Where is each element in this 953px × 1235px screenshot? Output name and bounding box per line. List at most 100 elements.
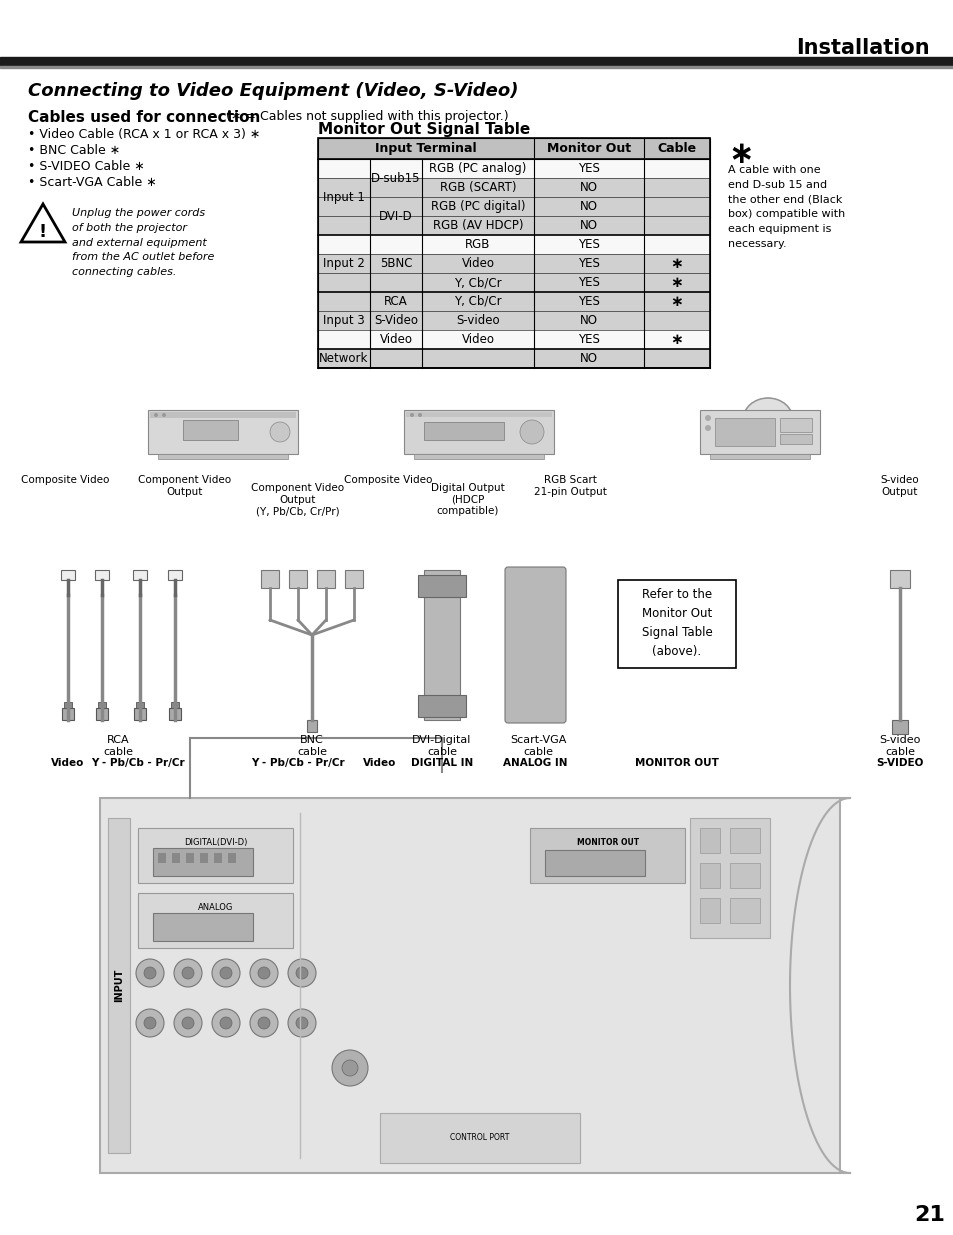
Circle shape: [144, 1016, 156, 1029]
Text: Composite Video: Composite Video: [21, 475, 109, 485]
Bar: [417, 576, 465, 597]
Text: DVI-Digital
cable: DVI-Digital cable: [412, 735, 471, 757]
Bar: [345, 571, 363, 588]
Bar: [317, 350, 709, 368]
Text: Video: Video: [379, 333, 412, 346]
Bar: [152, 913, 253, 941]
Text: Y, Cb/Cr: Y, Cb/Cr: [454, 295, 501, 308]
Bar: [403, 410, 554, 454]
Text: DVI-D: DVI-D: [378, 210, 413, 222]
Bar: [158, 853, 166, 863]
Text: RGB (SCART): RGB (SCART): [439, 182, 516, 194]
Text: S-video
Output: S-video Output: [880, 475, 919, 496]
Text: RGB (PC digital): RGB (PC digital): [431, 200, 525, 212]
Circle shape: [182, 967, 193, 979]
Bar: [0, 65, 953, 68]
Text: Y, Cb/Cr: Y, Cb/Cr: [454, 275, 501, 289]
Bar: [261, 571, 278, 588]
Bar: [780, 433, 811, 445]
Text: YES: YES: [578, 275, 599, 289]
Text: BNC
cable: BNC cable: [296, 735, 327, 757]
Text: YES: YES: [578, 257, 599, 270]
Bar: [700, 827, 720, 853]
Text: RCA
cable: RCA cable: [103, 735, 132, 757]
Circle shape: [136, 960, 164, 987]
Text: Monitor Out Signal Table: Monitor Out Signal Table: [317, 122, 530, 137]
Text: S-VIDEO: S-VIDEO: [876, 758, 923, 768]
Circle shape: [257, 1016, 270, 1029]
Bar: [729, 863, 760, 888]
Circle shape: [153, 412, 158, 417]
Text: • BNC Cable ∗: • BNC Cable ∗: [28, 144, 120, 157]
Text: Composite Video: Composite Video: [343, 475, 432, 485]
Text: A cable with one
end D-sub 15 and
the other end (Black
box) compatible with
each: A cable with one end D-sub 15 and the ot…: [727, 165, 844, 249]
Bar: [64, 701, 71, 708]
Text: 21: 21: [914, 1205, 944, 1225]
Text: NO: NO: [579, 200, 598, 212]
Text: YES: YES: [578, 333, 599, 346]
Text: YES: YES: [578, 295, 599, 308]
Text: NO: NO: [579, 314, 598, 327]
Text: Input Terminal: Input Terminal: [375, 142, 476, 156]
Text: S-Video: S-Video: [374, 314, 417, 327]
Circle shape: [136, 1009, 164, 1037]
Text: ∗: ∗: [670, 294, 682, 309]
Text: S-video: S-video: [456, 314, 499, 327]
Bar: [317, 311, 709, 330]
Bar: [317, 235, 709, 254]
Circle shape: [519, 420, 543, 445]
Text: • Video Cable (RCA x 1 or RCA x 3) ∗: • Video Cable (RCA x 1 or RCA x 3) ∗: [28, 128, 260, 141]
Text: • S-VIDEO Cable ∗: • S-VIDEO Cable ∗: [28, 161, 145, 173]
Circle shape: [220, 967, 232, 979]
Text: ANALOG IN: ANALOG IN: [502, 758, 567, 768]
Text: RGB: RGB: [465, 238, 490, 251]
Text: Component Video
Output: Component Video Output: [138, 475, 232, 496]
Text: D-sub15: D-sub15: [371, 172, 420, 184]
Bar: [618, 580, 735, 668]
Bar: [183, 420, 237, 440]
Bar: [729, 898, 760, 923]
Bar: [62, 708, 74, 720]
Bar: [700, 898, 720, 923]
Text: RGB Scart
21-pin Output: RGB Scart 21-pin Output: [533, 475, 606, 496]
Bar: [714, 417, 774, 446]
Bar: [200, 853, 208, 863]
Circle shape: [341, 1060, 357, 1076]
Bar: [889, 571, 909, 588]
Circle shape: [417, 412, 421, 417]
Text: NO: NO: [579, 182, 598, 194]
Circle shape: [295, 1016, 308, 1029]
Circle shape: [704, 415, 710, 421]
Bar: [891, 720, 907, 734]
Bar: [228, 853, 235, 863]
Bar: [186, 853, 193, 863]
Bar: [61, 571, 75, 580]
Ellipse shape: [742, 398, 792, 442]
Circle shape: [212, 960, 240, 987]
Text: Digital Output
(HDCP
compatible): Digital Output (HDCP compatible): [431, 483, 504, 516]
Bar: [133, 708, 146, 720]
Text: Component Video
Output
(Y, Pb/Cb, Cr/Pr): Component Video Output (Y, Pb/Cb, Cr/Pr): [252, 483, 344, 516]
Circle shape: [250, 960, 277, 987]
Bar: [138, 893, 293, 948]
Bar: [406, 412, 552, 417]
Text: DIGITAL IN: DIGITAL IN: [411, 758, 473, 768]
Bar: [152, 848, 253, 876]
Bar: [700, 410, 820, 454]
Circle shape: [162, 412, 166, 417]
Circle shape: [295, 967, 308, 979]
Text: Network: Network: [319, 352, 368, 366]
Bar: [317, 159, 709, 178]
Text: 5BNC: 5BNC: [379, 257, 412, 270]
Text: Input 2: Input 2: [323, 257, 365, 270]
Text: Video: Video: [461, 257, 494, 270]
Text: Refer to the
Monitor Out
Signal Table
(above).: Refer to the Monitor Out Signal Table (a…: [641, 588, 712, 658]
Bar: [150, 412, 295, 417]
Text: CONTROL PORT: CONTROL PORT: [450, 1134, 509, 1142]
Circle shape: [257, 967, 270, 979]
Bar: [317, 330, 709, 350]
Bar: [317, 198, 709, 216]
Text: ∗: ∗: [670, 256, 682, 270]
Circle shape: [332, 1050, 368, 1086]
Text: (∗ = Cables not supplied with this projector.): (∗ = Cables not supplied with this proje…: [226, 110, 508, 124]
